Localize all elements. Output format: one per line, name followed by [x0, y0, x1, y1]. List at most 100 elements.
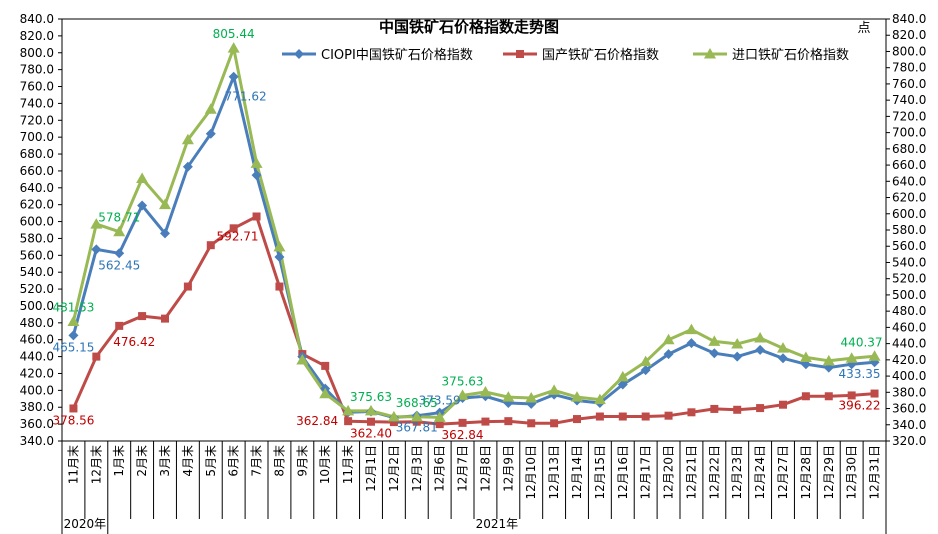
data-point	[548, 384, 561, 395]
category-label: 12月2日	[387, 445, 401, 492]
right-axis-label: 520.0	[892, 272, 926, 286]
data-point	[251, 170, 262, 181]
right-axis-label: 660.0	[892, 158, 926, 172]
legend-label: CIOPI中国铁矿石价格指数	[321, 47, 473, 63]
data-point	[342, 404, 355, 416]
right-axis-label: 640.0	[892, 174, 926, 188]
data-point	[756, 404, 765, 413]
data-point	[273, 240, 286, 252]
data-point	[319, 387, 332, 399]
data-point	[181, 133, 194, 145]
right-axis-label: 340.0	[892, 418, 926, 432]
right-axis-label: 600.0	[892, 207, 926, 221]
data-point	[410, 410, 423, 422]
legend-swatch-marker	[294, 49, 304, 59]
right-axis-label: 840.0	[892, 12, 926, 26]
right-axis-label: 440.0	[892, 337, 926, 351]
category-label: 12月14日	[570, 445, 584, 500]
right-axis-label: 560.0	[892, 239, 926, 253]
data-label: 440.37	[841, 335, 883, 349]
data-point	[571, 391, 583, 402]
data-point	[275, 282, 284, 291]
data-label: 368.65	[396, 396, 438, 410]
category-label: 12月31日	[868, 445, 882, 500]
left-axis-label: 480.0	[20, 316, 54, 330]
category-label: 11月末	[66, 445, 80, 484]
left-axis-label: 620.0	[20, 198, 54, 212]
left-axis-label: 400.0	[20, 383, 54, 397]
data-label: 367.81	[396, 421, 438, 435]
left-axis-label: 600.0	[20, 215, 54, 229]
data-label: 378.56	[52, 413, 94, 427]
data-point	[868, 350, 881, 361]
data-point	[412, 417, 421, 426]
data-point	[136, 172, 149, 184]
data-point	[847, 391, 856, 400]
data-point	[662, 333, 675, 345]
data-label: 805.44	[213, 27, 255, 41]
data-point	[481, 417, 490, 426]
right-axis-label: 620.0	[892, 191, 926, 205]
data-point	[67, 315, 80, 327]
right-axis-label: 760.0	[892, 77, 926, 91]
data-point	[365, 404, 377, 416]
data-point	[799, 351, 812, 362]
data-label-layer: 465.15 562.45 771.62 367.81 373.59 433.35 378.…	[52, 27, 882, 442]
category-label: 7月末	[250, 445, 264, 477]
left-axis-label: 760.0	[20, 80, 54, 94]
category-label: 12月22日	[707, 445, 721, 500]
data-point	[870, 389, 879, 398]
data-point	[525, 391, 538, 403]
category-label: 12月15日	[593, 445, 607, 500]
left-axis-label: 700.0	[20, 130, 54, 144]
data-point	[845, 352, 858, 363]
category-label: 12月9日	[501, 445, 515, 492]
data-point	[595, 412, 604, 421]
data-point	[479, 386, 492, 397]
data-label: 578.71	[98, 211, 140, 225]
axes-layer: 340.0 360.0 380.0 400.0 420.0 440.0 460.0 480.0…	[20, 12, 926, 534]
data-point	[664, 411, 673, 420]
right-axis-label: 800.0	[892, 44, 926, 58]
right-axis-label: 700.0	[892, 126, 926, 140]
left-axis-label: 520.0	[20, 282, 54, 296]
left-axis-label: 720.0	[20, 113, 54, 127]
data-point	[456, 389, 469, 400]
left-axis-label: 380.0	[20, 400, 54, 414]
category-label: 12月23日	[730, 445, 744, 500]
right-axis-label: 720.0	[892, 109, 926, 123]
data-point	[160, 228, 170, 239]
chart-title: 中国铁矿石价格指数走势图	[379, 18, 559, 36]
data-label: 362.84	[296, 414, 338, 428]
data-point	[137, 200, 148, 211]
data-point	[593, 393, 606, 405]
series-line	[71, 46, 875, 419]
data-label: 375.63	[442, 374, 484, 388]
data-point	[573, 415, 581, 424]
data-point	[204, 103, 217, 114]
category-label: 12月末	[89, 445, 103, 484]
data-point	[433, 411, 446, 422]
category-label: 12月6日	[433, 445, 447, 492]
left-axis-label: 840.0	[20, 12, 54, 26]
category-label: 12月20日	[662, 445, 676, 500]
data-point	[90, 218, 103, 229]
right-axis-label: 820.0	[892, 28, 926, 42]
data-point	[686, 338, 697, 349]
right-axis-label: 400.0	[892, 369, 926, 383]
data-point	[159, 198, 171, 210]
category-label: 1月末	[112, 445, 126, 477]
right-axis-label: 580.0	[892, 223, 926, 237]
data-point	[685, 323, 698, 335]
data-point	[321, 361, 330, 370]
category-label: 9月末	[295, 445, 309, 477]
data-label: 433.35	[839, 367, 881, 381]
data-label: 771.62	[225, 90, 267, 104]
category-label: 12月21日	[684, 445, 698, 500]
category-label: 8月末	[272, 445, 286, 477]
category-label: 12月3日	[410, 445, 424, 492]
data-point	[755, 344, 766, 355]
category-label: 12月30日	[845, 445, 859, 500]
legend-swatch-marker	[704, 48, 716, 59]
